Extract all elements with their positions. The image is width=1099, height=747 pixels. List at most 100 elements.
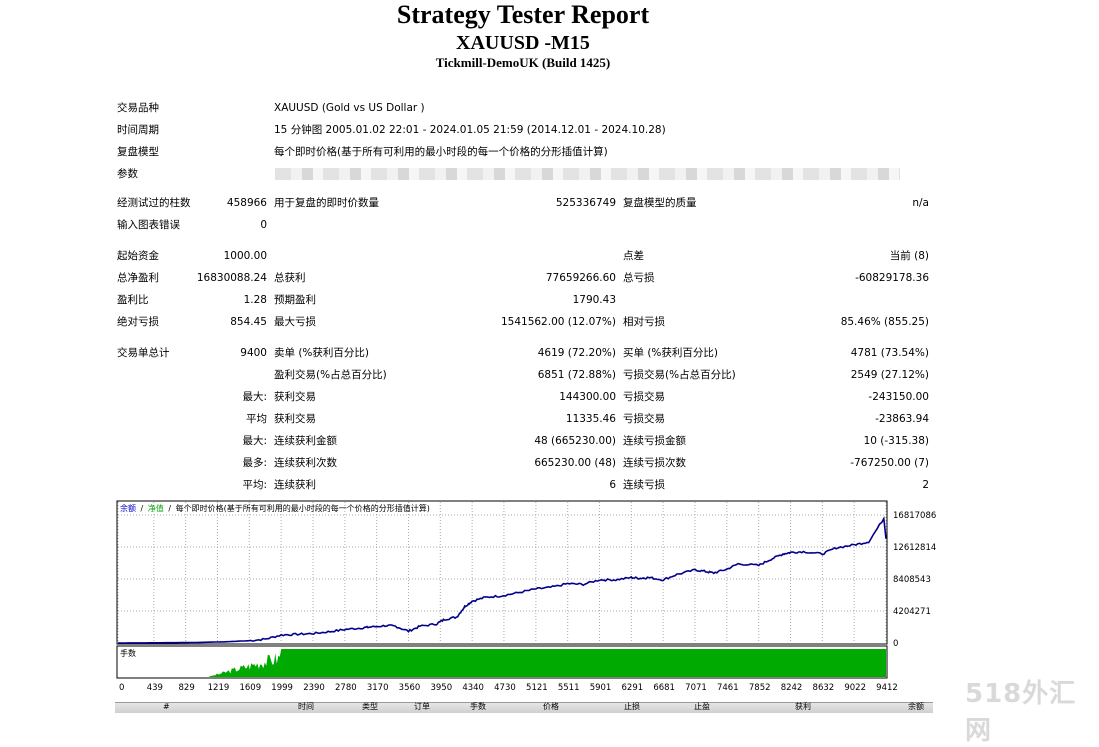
x-tick-label: 5511 [558,683,580,693]
max-consec-loss-value: -767250.00 (7) [850,457,929,469]
max-consec-profit-label: 连续获利次数 [274,457,337,469]
long-value: 4781 (73.54%) [850,347,929,359]
most-prefix: 最多: [242,457,267,469]
setting-label-symbol: 交易品种 [117,102,159,114]
profit-factor-value: 1.28 [243,294,267,306]
short-label: 卖单 (%获利百分比) [274,347,370,359]
x-tick-label: 3950 [430,683,452,693]
x-tick-labels: 0 439 829 1219 1609 1999 2390 2780 3170 3560 3950 4… [119,683,898,693]
model-quality-value: n/a [912,197,929,209]
x-tick-label: 6681 [653,683,675,693]
errors-label: 输入图表错误 [117,219,180,231]
avg-consec-losses-value: 2 [922,479,929,491]
profit-trades-label: 盈利交易(%占总百分比) [274,369,387,381]
gross-profit-label: 总获利 [274,272,306,284]
net-profit-label: 总净盈利 [117,272,159,284]
avg-consec-wins-value: 6 [609,479,616,491]
table-header-cell: 价格 [543,702,559,711]
report-symbol-period: XAUUSD -M15 [456,32,590,54]
profit-trades-value: 6851 (72.88%) [537,369,616,381]
x-tick-label: 8242 [781,683,803,693]
x-tick-label: 7461 [717,683,739,693]
x-tick-label: 5901 [590,683,612,693]
rel-dd-label: 相对亏损 [623,316,665,328]
initial-deposit-value: 1000.00 [223,250,267,262]
table-header-cell: 订单 [414,702,430,711]
balance-line [118,515,887,644]
initial-deposit-label: 起始资金 [117,250,159,262]
loss-trades-label: 亏损交易(%占总百分比) [623,369,736,381]
avg-consec-prefix: 平均: [242,479,267,491]
x-tick-label: 9022 [844,683,866,693]
largest-profit-value: 144300.00 [559,391,616,403]
x-tick-label: 6291 [622,683,644,693]
total-trades-label: 交易单总计 [117,347,170,359]
table-header-cell: 时间 [298,702,314,711]
x-tick-label: 2390 [303,683,325,693]
legend-sep-1: / [141,504,144,513]
x-tick-label: 4340 [462,683,484,693]
x-tick-label: 3170 [367,683,389,693]
y-tick-label: 16817086 [893,511,936,521]
setting-value-period: 15 分钟图 2005.01.02 22:01 - 2024.01.05 21:… [274,124,666,136]
abs-dd-label: 绝对亏损 [117,316,159,328]
rel-dd-value: 85.46% (855.25) [840,316,929,328]
y-tick-label: 8408543 [893,575,931,585]
max-dd-label: 最大亏损 [274,316,316,328]
setting-value-model: 每个即时价格(基于所有可利用的最小时段的每一个价格的分形插值计算) [274,146,608,158]
largest-loss-label: 亏损交易 [623,391,665,403]
setting-label-model: 复盘模型 [117,146,159,158]
table-header-cell: 手数 [470,702,486,711]
x-tick-label: 439 [147,683,163,693]
x-tick-label: 0 [119,683,124,693]
y-tick-label: 0 [893,639,898,649]
max-consec-losses-label: 连续亏损金额 [623,435,686,447]
y-tick-labels: 16817086 12612814 8408543 4204271 0 [893,511,936,649]
x-tick-label: 3560 [399,683,421,693]
ticks-value: 525336749 [555,197,616,209]
errors-value: 0 [260,219,267,231]
avg-profit-label: 获利交易 [274,413,316,425]
trades-table-header [115,702,933,713]
report-server: Tickmill-DemoUK (Build 1425) [435,55,611,70]
table-header-cell: 类型 [362,702,378,711]
legend-model: 每个即时价格(基于所有可利用的最小时段的每一个价格的分形插值计算) [176,503,430,513]
table-header-cell: 余额 [908,702,924,711]
max-consec-losses-value: 10 (-315.38) [863,435,929,447]
x-tick-label: 2780 [335,683,357,693]
max-consec-prefix: 最大: [242,435,267,447]
x-tick-label: 1219 [208,683,230,693]
abs-dd-value: 854.45 [230,316,267,328]
table-header-cell: 止盈 [694,702,710,711]
profit-factor-label: 盈利比 [117,294,149,306]
bars-value: 458966 [226,197,267,209]
x-tick-label: 5121 [526,683,548,693]
chart-legend: 余额 / 净值 / 每个即时价格(基于所有可利用的最小时段的每一个价格的分形插值… [120,503,430,513]
gross-loss-value: -60829178.36 [855,272,929,284]
spread-label: 点差 [623,250,644,262]
x-tick-label: 7852 [749,683,771,693]
table-header-cell: 获利 [795,702,811,711]
largest-prefix: 最大: [242,391,267,403]
x-tick-label: 9412 [876,683,898,693]
max-consec-profit-value: 665230.00 (48) [534,457,616,469]
short-value: 4619 (72.20%) [537,347,616,359]
ticks-label: 用于复盘的即时价数量 [274,197,379,209]
legend-sep-2: / [168,504,171,513]
bars-label: 经测试过的柱数 [117,197,191,209]
largest-loss-value: -243150.00 [868,391,929,403]
balance-chart: 16817086 12612814 8408543 4204271 0 余额 / 净值 … [116,500,936,693]
y-tick-label: 4204271 [893,607,931,617]
table-header-cell: # [163,702,170,711]
main-plot-frame [116,500,888,645]
gross-loss-label: 总亏损 [623,272,655,284]
x-tick-label: 1999 [271,683,293,693]
average-prefix: 平均 [246,413,267,425]
watermark: 518外汇网 [965,679,1077,746]
report-title: Strategy Tester Report [396,0,650,29]
setting-label-period: 时间周期 [117,124,159,136]
max-consec-wins-value: 48 (665230.00) [534,435,616,447]
x-tick-label: 1609 [239,683,261,693]
table-header-cell: 止损 [624,702,640,711]
lots-label: 手数 [120,648,136,658]
